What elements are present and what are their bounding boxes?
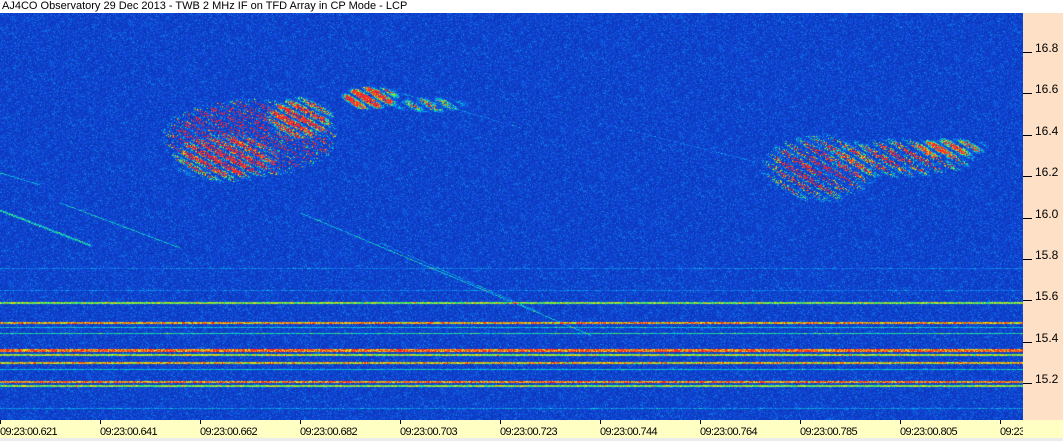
y-tick-label: 15.8: [1035, 248, 1059, 262]
x-tick: [200, 420, 201, 424]
y-tick-label: 16.0: [1035, 206, 1059, 221]
x-tick-label: 09:23:00.764: [700, 426, 758, 438]
x-tick-label: 09:23:00.723: [500, 426, 558, 438]
x-axis-corner: [1023, 420, 1063, 438]
y-tick-label: 15.4: [1035, 330, 1059, 345]
y-tick-label: 16.8: [1035, 41, 1059, 55]
y-tick-label: 16.6: [1035, 82, 1059, 97]
x-tick-label: 09:23:00.785: [800, 426, 858, 438]
y-axis: 16.8 16.6 16.4 16.2 16.0 15.8 15.6 15.4 15.2: [1023, 13, 1063, 420]
x-tick-label: 09:23:00.621: [0, 426, 58, 438]
x-tick: [0, 420, 1, 424]
y-tick: [1023, 52, 1032, 53]
x-tick: [500, 420, 501, 424]
spectrogram-plot: [0, 13, 1023, 420]
x-tick: [600, 420, 601, 424]
x-tick-label: 09:23:00.744: [600, 426, 658, 438]
y-tick-label: 15.6: [1035, 289, 1059, 304]
y-tick: [1023, 341, 1032, 343]
x-tick-label: 09:23:00.682: [300, 426, 358, 438]
x-tick: [300, 420, 301, 424]
x-tick: [800, 420, 801, 424]
y-tick-label: 16.2: [1035, 165, 1059, 180]
chart-title: AJ4CO Observatory 29 Dec 2013 - TWB 2 MH…: [0, 0, 1063, 13]
x-axis: 09:23:00.621 09:23:00.641 09:23:00.662 09:2…: [0, 420, 1058, 438]
x-tick: [900, 420, 901, 424]
y-tick: [1023, 134, 1032, 136]
y-tick: [1023, 93, 1032, 95]
x-tick-label: 09:23:00.805: [900, 426, 958, 438]
y-tick: [1023, 176, 1032, 178]
y-tick: [1023, 217, 1032, 219]
x-tick-label: 09:23:00.703: [400, 426, 458, 438]
x-tick: [700, 420, 701, 424]
y-tick-label: 16.4: [1035, 123, 1059, 138]
x-tick-label: 09:23:00.662: [200, 426, 258, 438]
x-tick: [400, 420, 401, 424]
x-tick: [100, 420, 101, 424]
y-tick-label: 15.2: [1035, 372, 1059, 387]
y-tick: [1023, 300, 1032, 302]
y-tick: [1023, 383, 1032, 385]
y-tick: [1023, 259, 1032, 260]
x-tick-label: 09:23:00.641: [100, 426, 158, 438]
x-tick: [1000, 420, 1001, 424]
